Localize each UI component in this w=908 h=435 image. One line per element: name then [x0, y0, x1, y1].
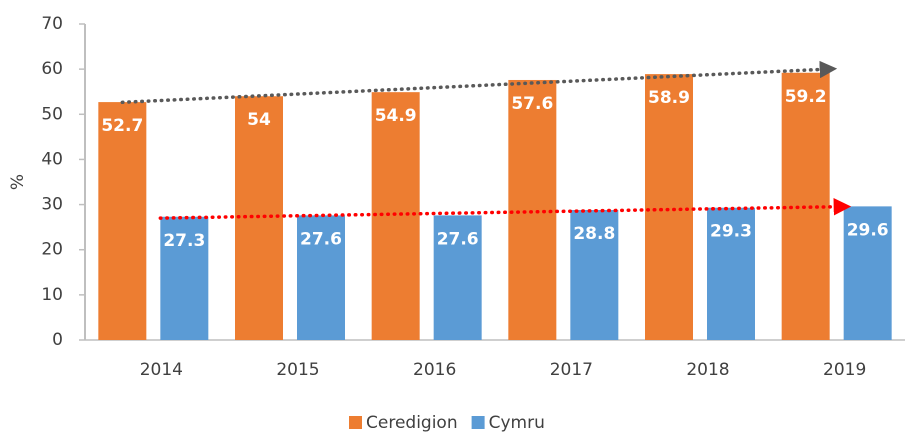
bar — [707, 207, 755, 340]
bar — [508, 79, 557, 340]
value-label: 28.8 — [573, 224, 615, 244]
value-label: 54 — [247, 110, 271, 130]
bar — [570, 209, 619, 340]
value-label: 52.7 — [101, 116, 143, 136]
y-tick-label: 0 — [52, 330, 63, 350]
value-label: 57.6 — [511, 94, 553, 114]
bar — [98, 102, 147, 341]
y-tick-label: 20 — [41, 240, 63, 260]
y-tick-label: 70 — [41, 14, 63, 34]
trend-line — [120, 60, 838, 105]
x-tick-label: 2017 — [550, 360, 593, 380]
x-tick-label: 2018 — [686, 360, 729, 380]
x-tick-label: 2016 — [413, 360, 456, 380]
y-tick-label: 60 — [41, 59, 63, 79]
value-label: 27.6 — [437, 229, 479, 249]
value-label: 58.9 — [648, 88, 690, 108]
x-tick-label: 2015 — [276, 360, 319, 380]
value-label: 29.3 — [710, 222, 752, 242]
value-label: 27.6 — [300, 229, 342, 249]
y-tick-label: 30 — [41, 195, 63, 215]
bar — [371, 92, 420, 340]
value-label: 54.9 — [375, 106, 417, 126]
legend-swatch — [471, 416, 485, 429]
bar — [645, 74, 693, 340]
y-tick-label: 10 — [41, 285, 63, 305]
value-label: 27.3 — [163, 231, 205, 251]
bar — [843, 206, 892, 340]
y-axis-label: % — [8, 174, 28, 190]
x-tick-label: 2014 — [140, 360, 183, 380]
bar — [160, 216, 209, 340]
bar — [297, 215, 345, 340]
value-label: 29.6 — [847, 220, 889, 240]
x-tick-label: 2019 — [823, 360, 866, 380]
legend-swatch — [349, 416, 362, 429]
y-tick-label: 50 — [41, 104, 63, 124]
trend-line — [158, 198, 852, 220]
value-label: 59.2 — [785, 87, 827, 107]
y-tick-label: 40 — [41, 149, 63, 169]
bar — [235, 96, 283, 340]
legend-label: Ceredigion — [366, 413, 458, 433]
bar — [433, 215, 482, 340]
legend-label: Cymru — [489, 413, 545, 433]
